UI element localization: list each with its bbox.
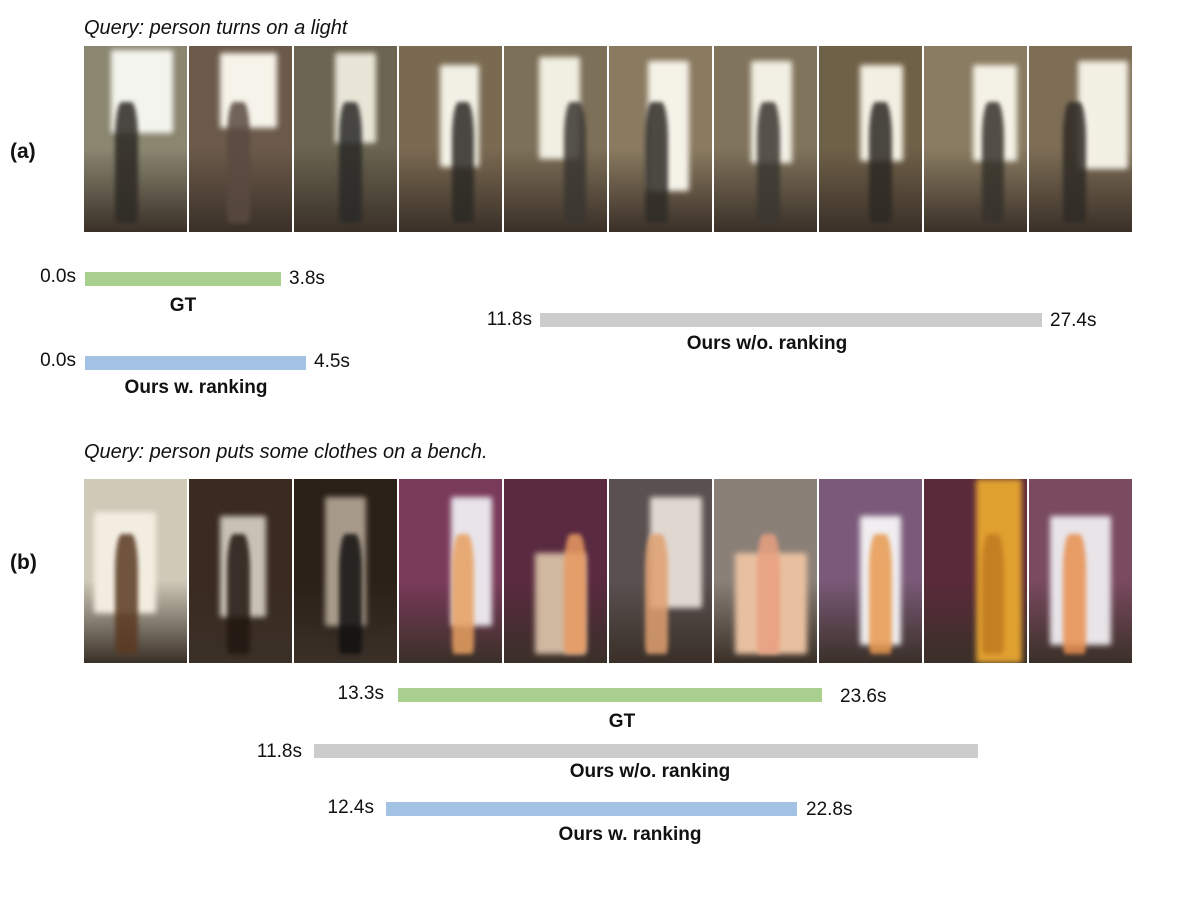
- gt-bar-b: [398, 688, 822, 702]
- video-frame: [504, 479, 607, 663]
- video-frame: [819, 479, 922, 663]
- w-label-a: Ours w. ranking: [124, 377, 268, 398]
- wo-start-a: 11.8s: [486, 309, 532, 330]
- gt-label-b: GT: [608, 711, 636, 732]
- video-frame: [84, 479, 187, 663]
- video-frame: [399, 479, 502, 663]
- video-frame: [609, 46, 712, 232]
- video-frame: [294, 46, 397, 232]
- video-frame: [84, 46, 187, 232]
- w-start-a: 0.0s: [40, 350, 76, 371]
- wo-label-a: Ours w/o. ranking: [686, 333, 848, 354]
- panel-label-a: (a): [10, 140, 36, 163]
- query-a: Query: person turns on a light: [84, 17, 348, 39]
- query-b: Query: person puts some clothes on a ben…: [84, 441, 488, 463]
- video-frame: [609, 479, 712, 663]
- video-frame: [714, 46, 817, 232]
- gt-start-a: 0.0s: [40, 266, 76, 287]
- frame-strip-b: [84, 479, 1132, 663]
- w-end-b: 22.8s: [806, 799, 853, 820]
- video-frame: [924, 46, 1027, 232]
- gt-start-b: 13.3s: [337, 683, 384, 704]
- gt-end-a: 3.8s: [289, 268, 325, 289]
- frame-strip-a: [84, 46, 1132, 232]
- w-start-b: 12.4s: [327, 797, 374, 818]
- video-frame: [714, 479, 817, 663]
- video-frame: [504, 46, 607, 232]
- wo-bar-a: [540, 313, 1042, 327]
- video-frame: [189, 46, 292, 232]
- gt-end-b: 23.6s: [840, 686, 887, 707]
- w-bar-a: [85, 356, 306, 370]
- video-frame: [399, 46, 502, 232]
- wo-end-a: 27.4s: [1050, 310, 1097, 331]
- video-frame: [1029, 479, 1132, 663]
- gt-label-a: GT: [169, 295, 197, 316]
- wo-label-b: Ours w/o. ranking: [569, 761, 731, 782]
- w-bar-b: [386, 802, 797, 816]
- video-frame: [189, 479, 292, 663]
- video-frame: [1029, 46, 1132, 232]
- video-frame: [819, 46, 922, 232]
- w-end-a: 4.5s: [314, 351, 350, 372]
- wo-start-b: 11.8s: [256, 741, 302, 762]
- video-frame: [294, 479, 397, 663]
- video-frame: [924, 479, 1027, 663]
- wo-bar-b: [314, 744, 978, 758]
- w-label-b: Ours w. ranking: [558, 824, 702, 845]
- panel-label-b: (b): [10, 551, 37, 574]
- gt-bar-a: [85, 272, 281, 286]
